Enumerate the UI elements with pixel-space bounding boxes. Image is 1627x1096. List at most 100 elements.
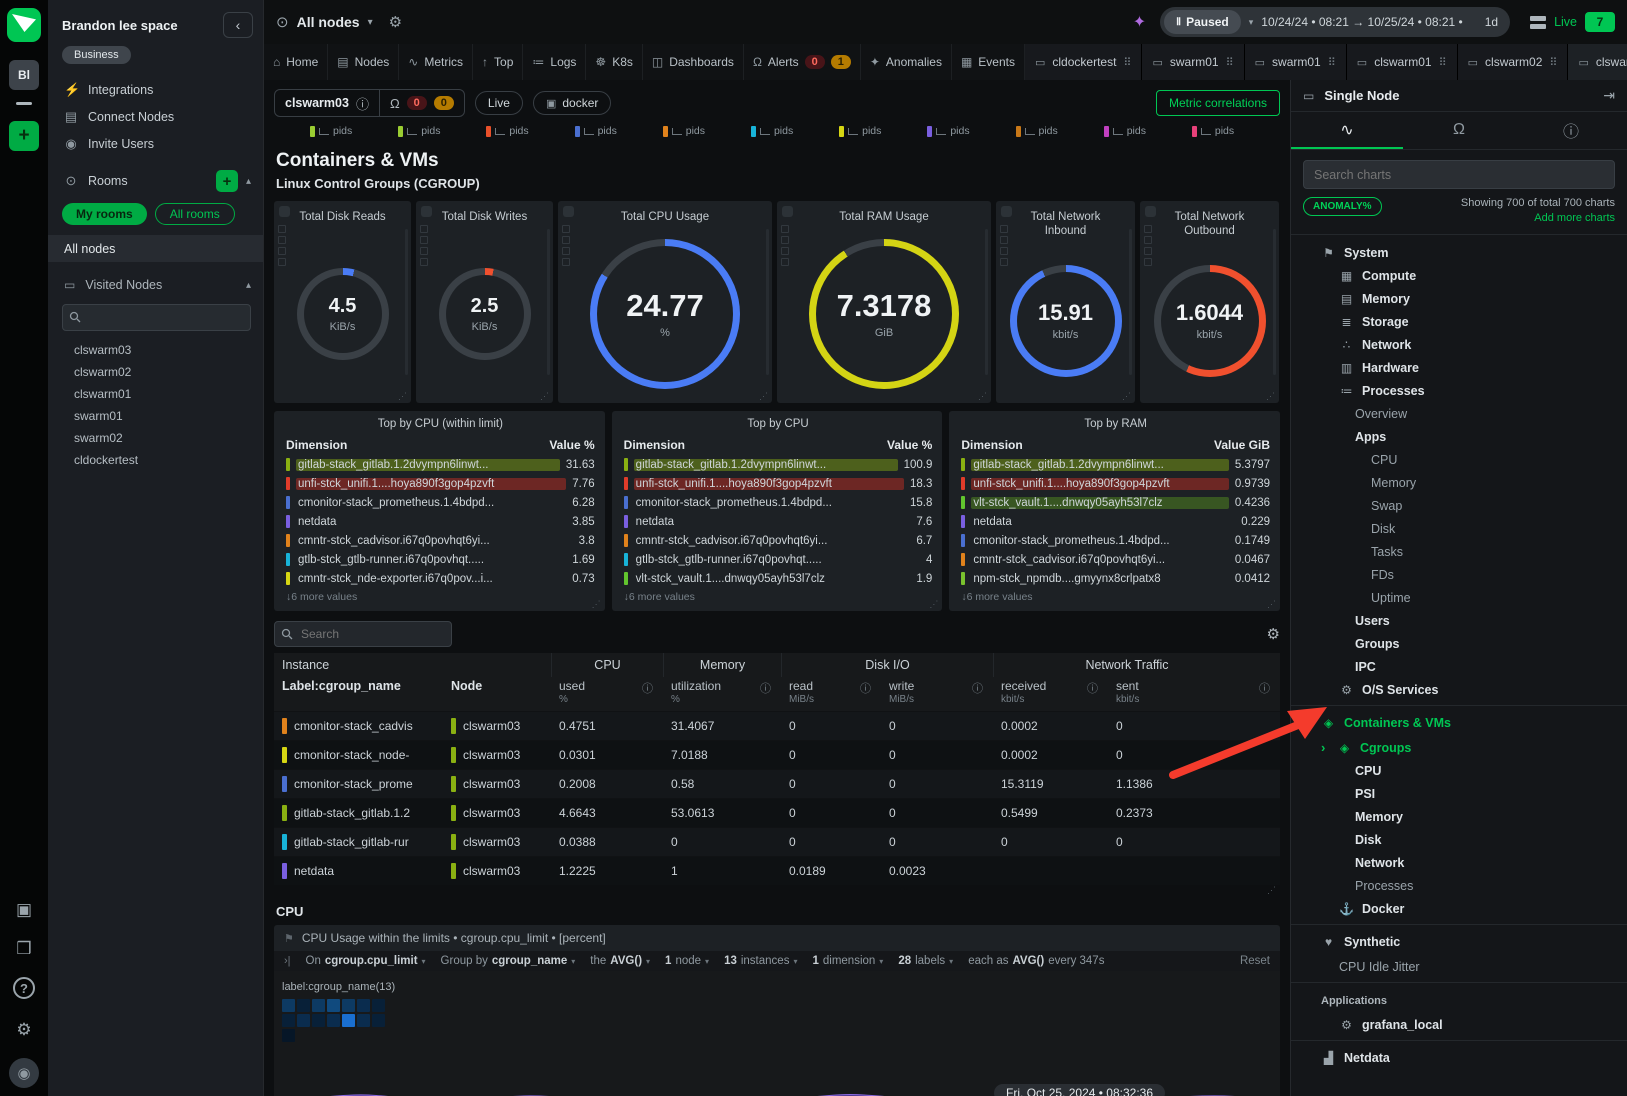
top-table-row[interactable]: vlt-stck_vault.1....dnwqy05ayh53l7clz 1.… <box>624 569 933 588</box>
resize-handle-icon[interactable]: ⋰ <box>1122 391 1131 402</box>
node-tab[interactable]: ▭ swarm01 ⠿ <box>1142 44 1244 80</box>
heatmap-cell[interactable] <box>327 999 340 1012</box>
info-icon[interactable]: ⓘ <box>860 680 871 696</box>
resize-handle-icon[interactable]: ⋰ <box>1267 599 1276 610</box>
pids-mini-chart[interactable]: pids <box>310 125 398 137</box>
more-values-link[interactable]: ↓6 more values <box>624 591 933 603</box>
info-icon[interactable]: ⓘ <box>356 94 369 113</box>
charts-menu-item[interactable]: Disk <box>1291 828 1627 851</box>
column-header[interactable]: read MiB/s ⓘ <box>781 679 881 705</box>
top-table-row[interactable]: cmntr-stck_cadvisor.i67q0povhqt6yi... 3.… <box>286 531 595 550</box>
top-table-card[interactable]: Top by CPU Dimension Value % gitlab-stac… <box>612 411 943 611</box>
chart-scrollbar[interactable] <box>985 229 988 375</box>
drag-handle-icon[interactable]: ⠿ <box>1549 56 1557 69</box>
filter-dropdown[interactable]: 13 instances ▾ <box>724 955 797 967</box>
ai-insights-icon[interactable]: ✦ <box>1133 12 1146 32</box>
pids-mini-chart[interactable]: pids <box>1192 125 1280 137</box>
chart-toolbar-icons[interactable] <box>562 225 570 266</box>
top-table-row[interactable]: cmonitor-stack_prometheus.1.4bdpd... 0.1… <box>961 531 1270 550</box>
rooms-header[interactable]: ⊙ Rooms + ▴ <box>48 165 263 197</box>
gauge-chart-card[interactable]: Total Network Inbound 15.91 kbit/s ⋰ <box>996 201 1135 403</box>
visited-node-item[interactable]: cldockertest <box>74 449 263 471</box>
cpu-chart-area[interactable]: label:cgroup_name(13) <box>274 971 1280 1096</box>
visited-node-item[interactable]: swarm01 <box>74 405 263 427</box>
charts-menu-item[interactable]: Users <box>1291 609 1627 632</box>
room-settings-gear-icon[interactable]: ⚙ <box>389 13 402 31</box>
chart-scrollbar[interactable] <box>1129 229 1132 375</box>
chart-scrollbar[interactable] <box>547 229 550 375</box>
live-node-count-badge[interactable]: 7 <box>1585 12 1615 32</box>
top-table-row[interactable]: cmonitor-stack_prometheus.1.4bdpd... 6.2… <box>286 493 595 512</box>
help-icon[interactable]: ? <box>13 977 35 999</box>
heatmap-cell[interactable] <box>372 1014 385 1027</box>
integrations-icon[interactable]: ❒ <box>16 940 31 957</box>
resize-handle-icon[interactable]: ⋰ <box>1266 391 1275 402</box>
filter-dropdown[interactable]: On cgroup.cpu_limit ▾ <box>306 955 426 967</box>
info-icon[interactable]: ⓘ <box>760 680 771 696</box>
gauge-chart-card[interactable]: Total Network Outbound 1.6044 kbit/s ⋰ <box>1140 201 1279 403</box>
chart-toolbar-icons[interactable] <box>420 225 428 266</box>
filter-dropdown[interactable]: 28 labels ▾ <box>898 955 953 967</box>
heatmap-cell[interactable] <box>312 999 325 1012</box>
space-menu-item[interactable]: ◉ Invite Users <box>48 130 263 157</box>
info-icon[interactable]: ⓘ <box>642 680 653 696</box>
info-icon[interactable]: ⓘ <box>972 680 983 696</box>
pids-mini-chart[interactable]: pids <box>575 125 663 137</box>
time-range-picker[interactable]: ⅡPaused ▾ 10/24/24 • 08:21 → 10/25/24 • … <box>1160 7 1510 37</box>
charts-menu-item[interactable]: ▦ Compute <box>1291 264 1627 287</box>
docker-pill[interactable]: ▣ docker <box>533 91 611 115</box>
top-table-row[interactable]: gitlab-stack_gitlab.1.2dvympn6linwt... 5… <box>961 455 1270 474</box>
all-rooms-tab[interactable]: All rooms <box>155 203 235 225</box>
pids-mini-chart[interactable]: pids <box>839 125 927 137</box>
top-table-row[interactable]: netdata 7.6 <box>624 512 933 531</box>
charts-menu-item[interactable]: Applications <box>1291 982 1627 1013</box>
heatmap-cell[interactable] <box>342 999 355 1012</box>
charts-menu-item[interactable]: Apps <box>1291 425 1627 448</box>
charts-sidebar-tab[interactable]: ∿ <box>1291 112 1403 149</box>
chart-scrollbar[interactable] <box>1273 229 1276 375</box>
charts-menu-item[interactable]: ≔ Processes <box>1291 379 1627 402</box>
charts-menu-item[interactable]: PSI <box>1291 782 1627 805</box>
charts-menu-item[interactable]: Memory <box>1291 471 1627 494</box>
charts-menu-item[interactable]: Groups <box>1291 632 1627 655</box>
resize-handle-icon[interactable]: ⋰ <box>398 391 407 402</box>
visited-node-item[interactable]: clswarm03 <box>74 339 263 361</box>
rooms-collapse-icon[interactable]: ▴ <box>246 176 251 187</box>
nav-tab[interactable]: ∿ Metrics <box>399 44 473 80</box>
anomaly-percent-badge[interactable]: ANOMALY% <box>1303 197 1382 216</box>
resize-handle-icon[interactable]: ⋰ <box>929 599 938 610</box>
charts-sidebar-tab[interactable]: ⓘ <box>1515 112 1627 149</box>
charts-menu-item[interactable]: › ◈ Cgroups <box>1291 736 1627 759</box>
column-header[interactable]: write MiB/s ⓘ <box>881 679 993 705</box>
visited-node-item[interactable]: swarm02 <box>74 427 263 449</box>
chart-toolbar-icons[interactable] <box>781 225 789 266</box>
charts-menu-item[interactable]: CPU Idle Jitter <box>1291 955 1627 978</box>
pids-mini-chart[interactable]: pids <box>1016 125 1104 137</box>
visited-nodes-search-input[interactable] <box>62 304 251 331</box>
space-menu-item[interactable]: ▤ Connect Nodes <box>48 103 263 130</box>
gauge-chart-card[interactable]: Total Disk Reads 4.5 KiB/s ⋰ <box>274 201 411 403</box>
charts-menu-item[interactable]: CPU <box>1291 448 1627 471</box>
nav-tab[interactable]: ☸ K8s <box>586 44 642 80</box>
charts-menu-item[interactable]: IPC <box>1291 655 1627 678</box>
charts-menu-item[interactable]: ⚑ System <box>1291 241 1627 264</box>
settings-gear-icon[interactable]: ⚙ <box>16 1021 31 1038</box>
charts-menu-item[interactable]: Tasks <box>1291 540 1627 563</box>
chart-toolbar-icons[interactable] <box>1000 225 1008 266</box>
netdata-logo-icon[interactable] <box>7 8 41 42</box>
instance-row[interactable]: cmonitor-stack_node- clswarm03 0.0301 7.… <box>274 740 1280 769</box>
drag-handle-icon[interactable]: ⠿ <box>1226 56 1234 69</box>
node-view-icon[interactable] <box>1530 16 1546 29</box>
room-item-all-nodes[interactable]: All nodes <box>48 235 263 262</box>
top-table-row[interactable]: vlt-stck_vault.1....dnwqy05ayh53l7clz 0.… <box>961 493 1270 512</box>
charts-menu-item[interactable]: ♥ Synthetic <box>1291 924 1627 955</box>
pause-button[interactable]: ⅡPaused <box>1164 10 1241 34</box>
node-tab[interactable]: ▭ clswarm02 ⠿ <box>1458 44 1569 80</box>
resize-handle-icon[interactable]: ⋰ <box>759 391 768 402</box>
column-header[interactable]: received kbit/s ⓘ <box>993 679 1108 705</box>
pids-mini-chart[interactable]: pids <box>398 125 486 137</box>
info-icon[interactable]: ⓘ <box>1259 680 1270 696</box>
filter-dropdown[interactable]: 1 dimension ▾ <box>812 955 883 967</box>
top-table-row[interactable]: cmntr-stck_cadvisor.i67q0povhqt6yi... 6.… <box>624 531 933 550</box>
top-table-row[interactable]: cmntr-stck_cadvisor.i67q0povhqt6yi... 0.… <box>961 550 1270 569</box>
